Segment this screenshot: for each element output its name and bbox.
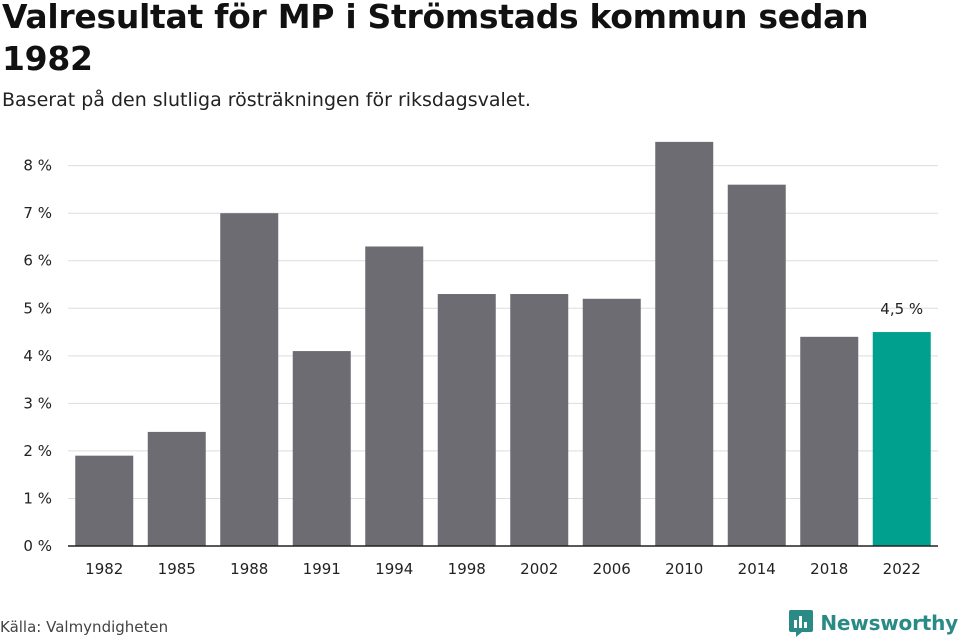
x-tick-label: 1998 bbox=[448, 560, 486, 578]
x-tick-label: 1988 bbox=[230, 560, 268, 578]
bar-2006 bbox=[582, 298, 641, 546]
y-axis-tick-labels: 0 % 1 % 2 % 3 % 4 % 5 % 6 % 7 % 8 % bbox=[23, 157, 52, 555]
x-tick-label: 1991 bbox=[303, 560, 341, 578]
x-tick-label: 1985 bbox=[158, 560, 196, 578]
newsworthy-brand: Newsworthy bbox=[788, 608, 958, 638]
y-tick-label: 4 % bbox=[23, 347, 52, 365]
y-tick-label: 6 % bbox=[23, 252, 52, 270]
bar-chart: 0 % 1 % 2 % 3 % 4 % 5 % 6 % 7 % 8 % 1982 1985 1988… bbox=[23, 141, 938, 578]
bar-1988 bbox=[220, 213, 279, 546]
y-tick-label: 7 % bbox=[23, 204, 52, 222]
bar-1985 bbox=[147, 431, 206, 546]
bar-2014 bbox=[727, 184, 786, 546]
x-tick-label: 2014 bbox=[738, 560, 776, 578]
source-note: Källa: Valmyndigheten bbox=[0, 618, 169, 636]
bar-2002 bbox=[510, 294, 569, 546]
x-tick-label: 2022 bbox=[883, 560, 921, 578]
data-labels: 4,5 % bbox=[880, 300, 923, 318]
x-tick-label: 2010 bbox=[665, 560, 703, 578]
x-tick-label: 2002 bbox=[520, 560, 558, 578]
bar-1998 bbox=[437, 294, 496, 546]
y-tick-label: 0 % bbox=[23, 537, 52, 555]
x-tick-label: 2018 bbox=[810, 560, 848, 578]
bar-1994 bbox=[365, 246, 424, 546]
bar-2022 bbox=[872, 332, 931, 546]
y-tick-label: 1 % bbox=[23, 489, 52, 507]
x-tick-label: 1994 bbox=[375, 560, 413, 578]
grid-lines bbox=[68, 165, 938, 499]
y-tick-label: 2 % bbox=[23, 442, 52, 460]
x-axis-tick-labels: 1982 1985 1988 1991 1994 1998 2002 2006 2010 2014… bbox=[85, 560, 921, 578]
bars bbox=[75, 141, 931, 546]
y-tick-label: 5 % bbox=[23, 299, 52, 317]
chart-title: Valresultat för MP i Strömstads kommun s… bbox=[2, 0, 869, 78]
y-tick-label: 3 % bbox=[23, 394, 52, 412]
brand-name: Newsworthy bbox=[820, 611, 958, 635]
chart-subtitle: Baserat på den slutliga rösträkningen fö… bbox=[2, 89, 531, 111]
bar-1991 bbox=[292, 351, 351, 546]
x-tick-label: 2006 bbox=[593, 560, 631, 578]
bar-2018 bbox=[800, 336, 859, 546]
bar-1982 bbox=[75, 455, 134, 546]
y-tick-label: 8 % bbox=[23, 157, 52, 175]
x-tick-label: 1982 bbox=[85, 560, 123, 578]
data-label-2022: 4,5 % bbox=[880, 300, 923, 318]
bar-2010 bbox=[655, 141, 714, 546]
newsworthy-logo-icon bbox=[789, 610, 814, 637]
